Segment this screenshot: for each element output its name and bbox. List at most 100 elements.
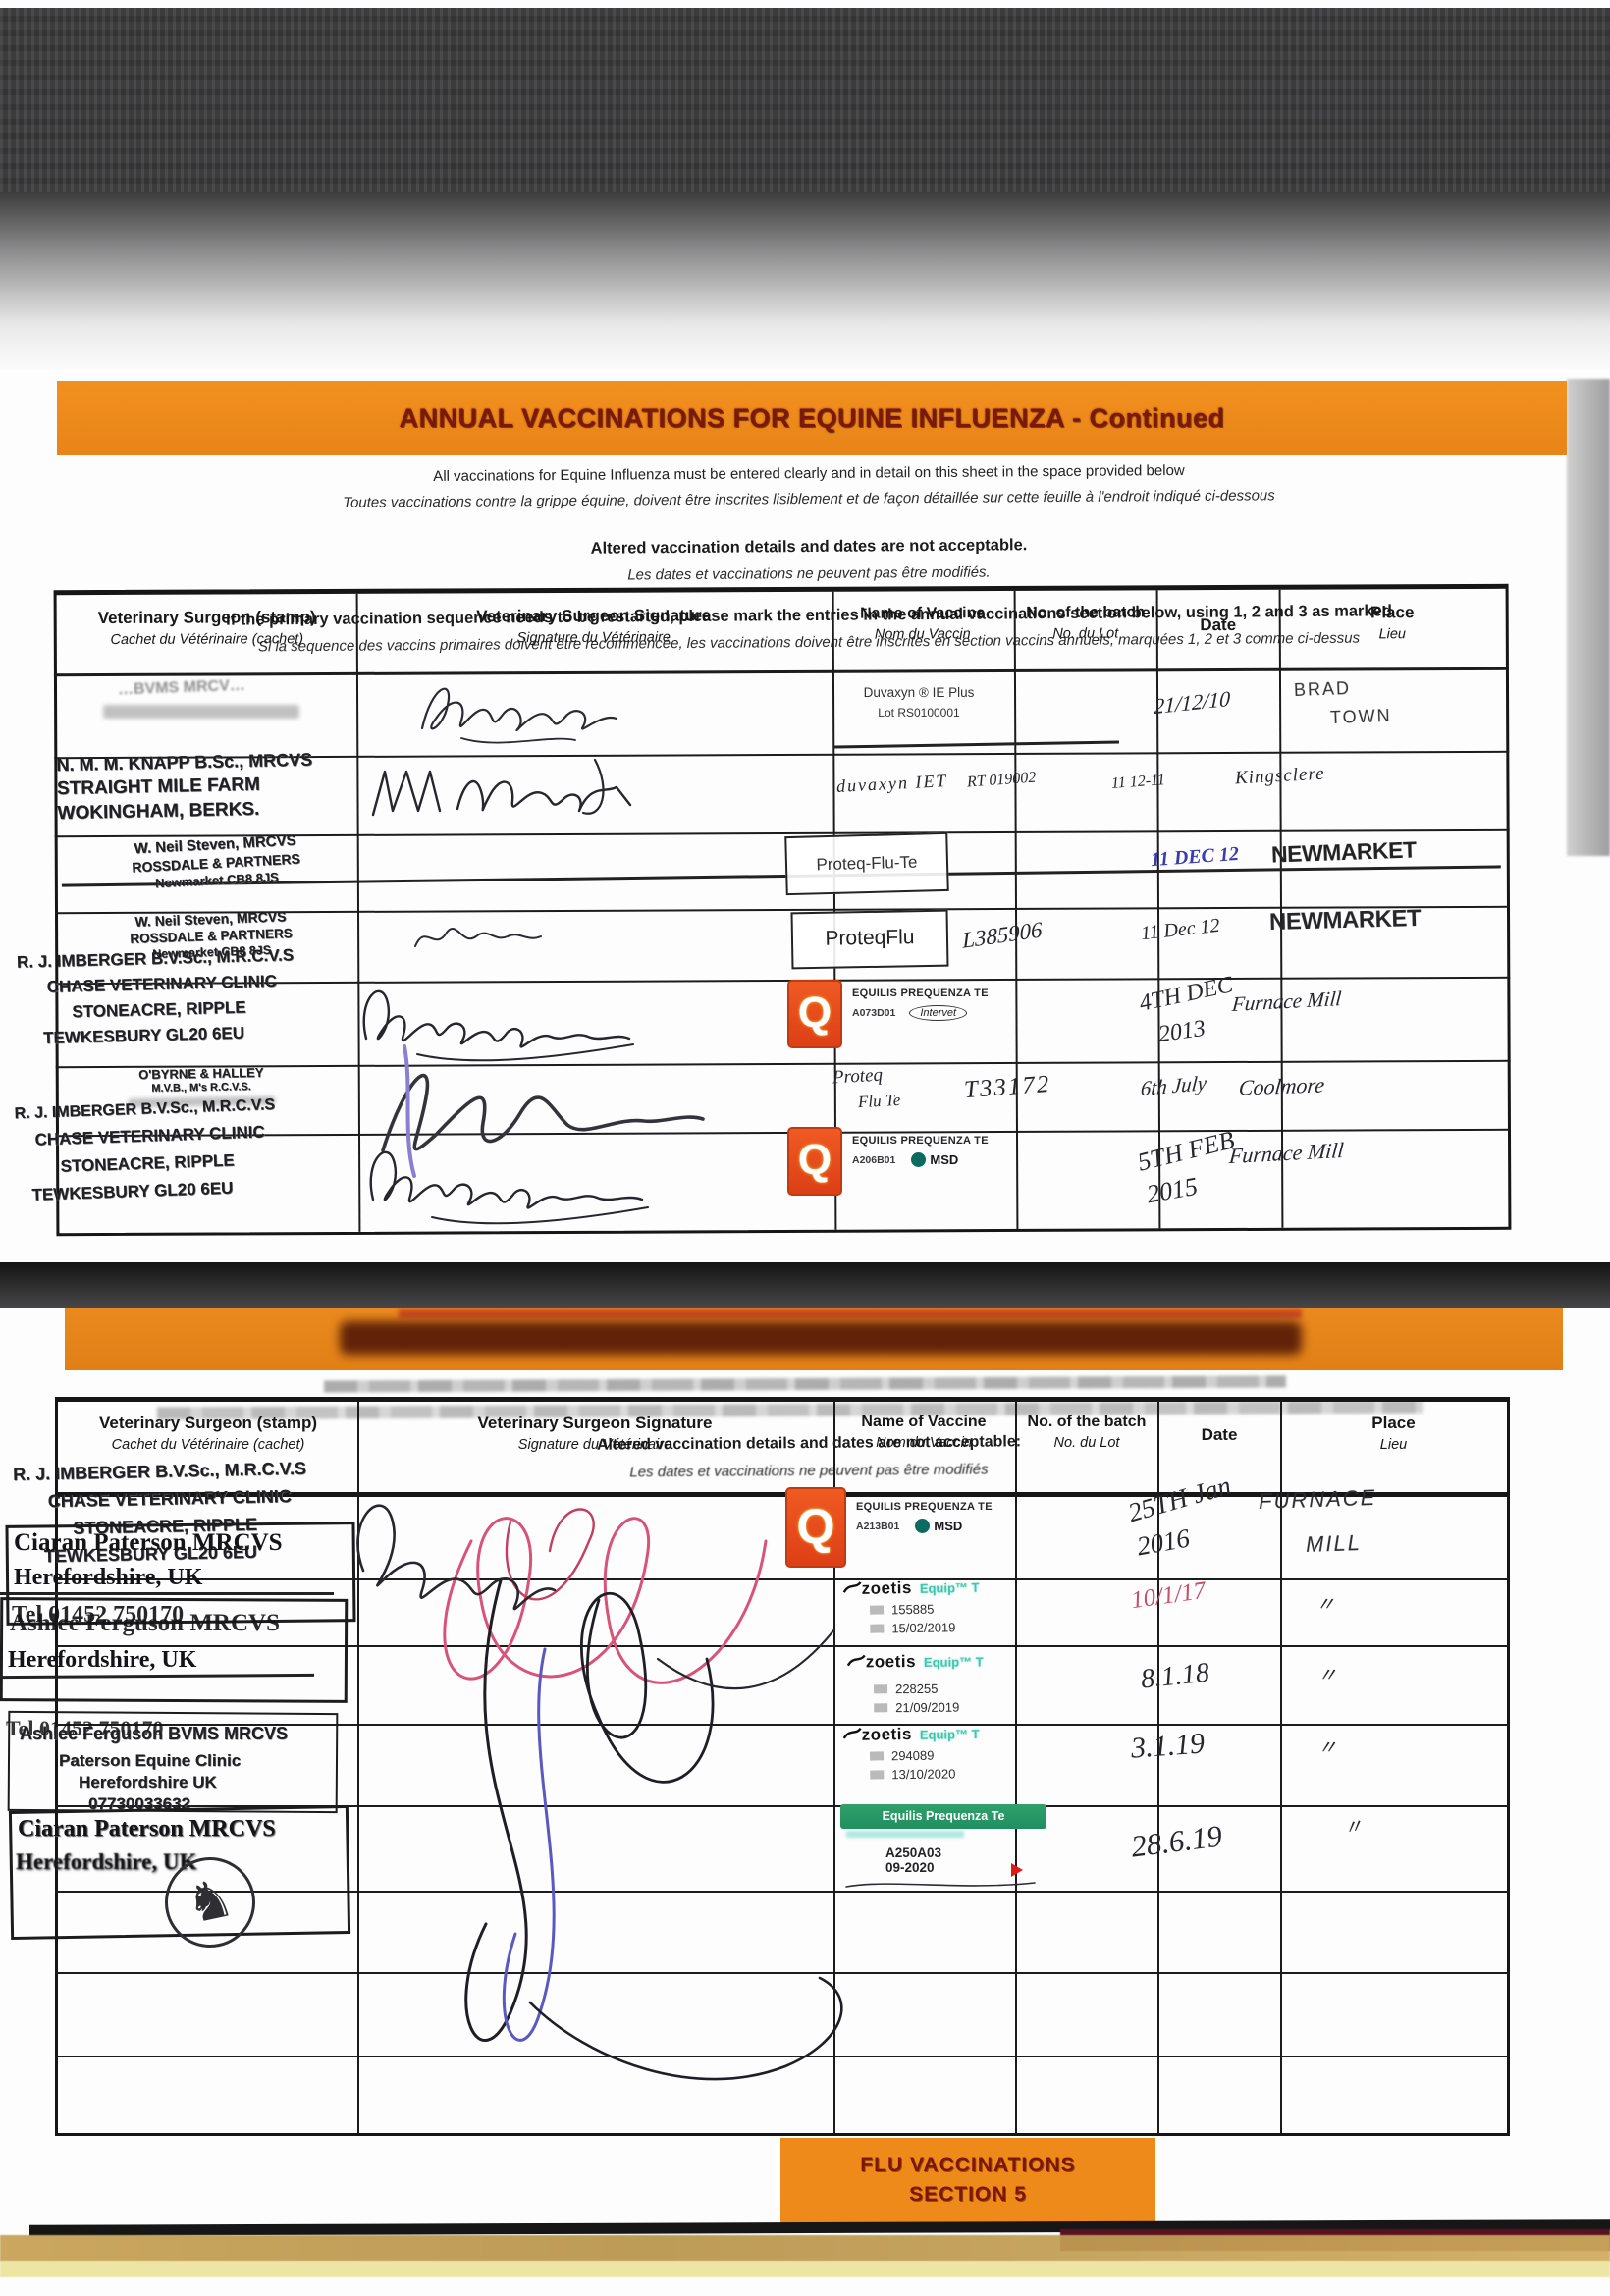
expiry-date: 13/10/2020 <box>870 1766 980 1783</box>
place-ditto: 〃 <box>1317 1737 1337 1759</box>
col-header-stamp: Veterinary Surgeon (stamp) Cachet du Vété… <box>98 1414 317 1453</box>
col-header-stamp: Veterinary Surgeon (stamp) Cachet du Vété… <box>97 608 316 648</box>
msd-logo: MSD <box>915 1519 962 1533</box>
vet-stamp: Herefordshire, UK <box>16 1849 197 1874</box>
batch-number: 228255 <box>874 1681 984 1696</box>
vaccination-table-2-header: Veterinary Surgeon (stamp) Cachet du Vété… <box>55 1397 1510 1497</box>
vet-stamp: Tel 01452 750170 <box>6 1716 164 1740</box>
zoetis-swoosh-icon <box>842 1581 862 1593</box>
scan-edge-strip <box>1567 379 1610 856</box>
equilis-q-logo: Q <box>787 980 842 1048</box>
col-header-vaccine: Name of Vaccine Nom du Vaccin <box>861 1414 987 1451</box>
vaccine-name: EQUILIS PREQUENZA TE <box>852 1135 989 1147</box>
scan-dark-band-mid <box>0 1262 1610 1308</box>
instruction-line-en1: All vaccinations for Equine Influenza mu… <box>433 461 1185 486</box>
vet-stamp: Paterson Equine Clinic <box>59 1751 242 1770</box>
vet-stamp: Herefordshire UK <box>79 1773 217 1791</box>
expiry-date: 15/02/2019 <box>870 1620 980 1636</box>
pen-scrawl-line <box>845 1882 1036 1888</box>
vet-stamp: Herefordshire, UK <box>8 1647 197 1673</box>
handwritten-signature <box>371 758 632 817</box>
col-header-date: Date <box>1201 1425 1238 1444</box>
vaccine-sticker-equilis: Q EQUILIS PREQUENZA TE A213B01 MSD <box>785 1487 1119 1568</box>
vaccine-name: EQUILIS PREQUENZA TE <box>856 1501 993 1513</box>
msd-logo: MSD <box>911 1152 958 1167</box>
batch-number: A213B01 <box>856 1520 900 1532</box>
place-entry: NEWMARKET <box>1268 904 1422 936</box>
place-ditto: 〃 <box>1315 1594 1335 1616</box>
handwritten-signature <box>381 1044 705 1178</box>
instruction-line-fr1: Toutes vaccinations contre la grippe équ… <box>343 487 1275 511</box>
col-header-signature: Veterinary Surgeon Signature Signature du… <box>477 1414 713 1453</box>
scan-fade-band <box>0 253 1610 369</box>
expiry-date: 09-2020 <box>886 1860 935 1875</box>
place-entry: TOWN <box>1329 705 1392 728</box>
place-entry: NEWMARKET <box>1270 836 1417 868</box>
vaccine-name: Duvaxyn ® IE Plus Lot RS0100001 <box>863 685 975 720</box>
zoetis-swoosh-icon <box>846 1654 866 1667</box>
vaccine-sticker-zoetis: zoetis Equip™ T 155885 15/02/2019 <box>842 1577 981 1636</box>
batch-number: 155885 <box>869 1601 980 1618</box>
vet-stamp: R. J. IMBERGER B.V.Sc., M.R.C.V.S CHASE … <box>16 945 295 1048</box>
col-header-place: Place Lieu <box>1371 1414 1416 1453</box>
vet-stamp: N. M. M. KNAPP B.Sc., MRCVS STRAIGHT MIL… <box>56 749 313 825</box>
vet-stamp: Herefordshire, UK <box>14 1565 203 1590</box>
vet-stamp: Tel 01452 750170 <box>12 1602 185 1628</box>
zoetis-swoosh-icon <box>842 1727 862 1739</box>
place-entry: BRAD <box>1293 677 1352 701</box>
date-entry: 3.1.19 <box>1129 1727 1207 1765</box>
vaccine-sticker-zoetis: zoetis Equip™ T 294089 13/10/2020 <box>842 1724 981 1783</box>
scan-dark-band-top <box>0 8 1610 192</box>
col-header-place: Place Lieu <box>1369 603 1415 643</box>
col-header-vaccine: Name of Vaccine Nom du Vaccin <box>860 605 986 643</box>
date-entry: 11 12-11 <box>1110 772 1166 792</box>
vaccine-sticker-zoetis: zoetis Equip™ T 228255 21/09/2019 <box>846 1651 984 1715</box>
place-ditto: 〃 <box>1317 1665 1337 1686</box>
vaccine-name: Flu Te <box>857 1090 901 1112</box>
scan-bottom-tan-band <box>0 2235 1610 2262</box>
handwritten-signature-cluster <box>356 1504 843 2081</box>
vaccine-name: EQUILIS PREQUENZA TE <box>852 988 989 999</box>
scan-stray-line <box>0 1592 334 1595</box>
place-entry: MILL <box>1305 1530 1363 1557</box>
col-header-batch: No. of the batch No. du Lot <box>1026 604 1146 642</box>
flu-section-label: FLU VACCINATIONS SECTION 5 <box>780 2138 1155 2226</box>
scan-gradient-band <box>0 192 1610 253</box>
batch-number: A206B01 <box>852 1153 896 1166</box>
scan-bottom-pale-band <box>0 2261 1610 2277</box>
illegible-banner-title <box>340 1321 1302 1355</box>
vet-stamp: Ciaran Paterson MRCVS <box>18 1816 276 1842</box>
expiry-date: 21/09/2019 <box>874 1699 984 1715</box>
batch-number: A073D01 <box>852 1007 896 1019</box>
place-entry: FURNACE <box>1258 1484 1377 1515</box>
vaccine-sticker: ProteqFlu <box>790 909 949 970</box>
sticker-smear <box>846 1831 964 1838</box>
col-header-batch: No. of the batch No. du Lot <box>1027 1414 1147 1451</box>
vaccine-sticker: Proteq-Flu-Te <box>784 831 949 896</box>
batch-number: 294089 <box>869 1747 980 1764</box>
equilis-q-logo: Q <box>787 1127 842 1196</box>
vet-stamp: 07730033632 <box>88 1794 191 1813</box>
equilis-q-logo: Q <box>785 1487 846 1568</box>
illegible-instruction-line <box>323 1375 1287 1393</box>
handwritten-signature <box>414 928 542 947</box>
vaccine-sticker-equilis: Q EQUILIS PREQUENZA TE A206B01 MSD <box>787 1127 1111 1196</box>
section2-banner <box>65 1308 1563 1370</box>
intervet-logo: Intervet <box>909 1005 968 1021</box>
vaccine-name: Equilis Prequenza Te <box>840 1804 1046 1829</box>
col-header-signature: Veterinary Surgeon Signature Signature du… <box>476 606 712 647</box>
vet-stamp: Ciaran Paterson MRCVS <box>14 1529 283 1556</box>
vet-stamp: R. J. IMBERGER B.V.Sc., M.R.C.V.S CHASE … <box>14 1096 276 1204</box>
banner-smear <box>399 1309 1302 1318</box>
instruction-line-en2: Altered vaccination details and dates ar… <box>590 536 1028 558</box>
stamp-smudge <box>103 705 299 719</box>
vet-stamp: Ashlee Ferguson BVMS MRCVS <box>20 1724 289 1743</box>
batch-number: A250A03 <box>886 1845 942 1860</box>
col-header-date: Date <box>1200 614 1237 635</box>
vet-stamp: Ashlee Ferguson MRCVS <box>10 1610 280 1636</box>
place-entry: Coolmore <box>1237 1072 1326 1100</box>
page-title: ANNUAL VACCINATIONS FOR EQUINE INFLUENZA… <box>399 403 1225 433</box>
handwritten-signature <box>369 1150 649 1225</box>
section1-banner: ANNUAL VACCINATIONS FOR EQUINE INFLUENZA… <box>57 381 1567 455</box>
